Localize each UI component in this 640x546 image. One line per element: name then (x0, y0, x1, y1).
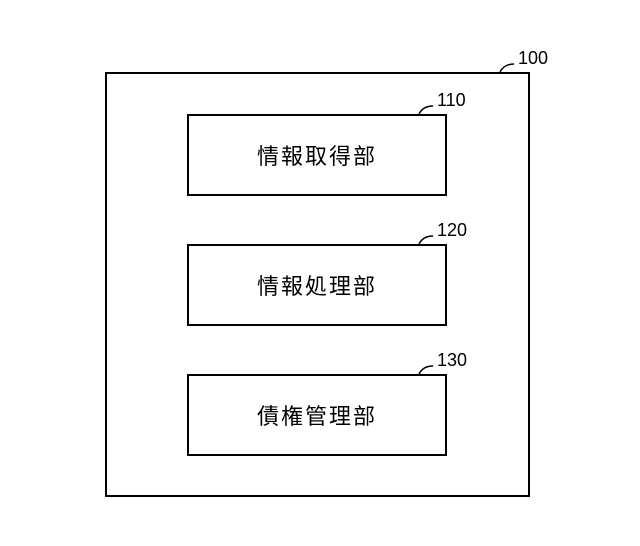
block-info-processing: 情報処理部 (187, 244, 447, 326)
block-claim-management: 債権管理部 (187, 374, 447, 456)
leader-line-icon (417, 104, 435, 116)
block-label: 情報処理部 (257, 269, 377, 301)
ref-number: 100 (518, 48, 548, 69)
leader-line-icon (417, 234, 435, 246)
ref-number: 110 (437, 90, 466, 111)
block-label: 情報取得部 (257, 139, 377, 171)
block-label: 債権管理部 (257, 399, 377, 431)
outer-block: 情報取得部 110 情報処理部 120 債権管理部 130 (105, 72, 530, 497)
block-info-acquisition: 情報取得部 (187, 114, 447, 196)
ref-number: 120 (437, 220, 467, 241)
ref-number: 130 (437, 350, 467, 371)
leader-line-icon (498, 62, 516, 74)
leader-line-icon (417, 364, 435, 376)
